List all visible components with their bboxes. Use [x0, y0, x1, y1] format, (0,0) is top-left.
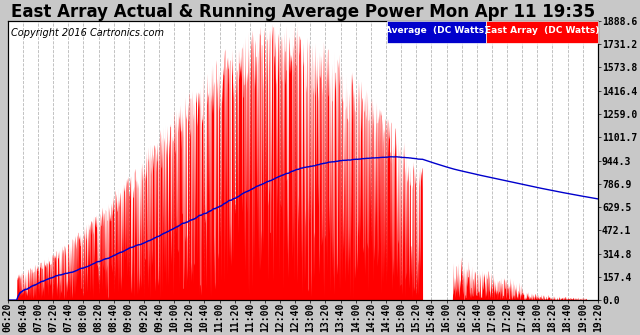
Text: East Array  (DC Watts): East Array (DC Watts) — [484, 26, 599, 35]
Title: East Array Actual & Running Average Power Mon Apr 11 19:35: East Array Actual & Running Average Powe… — [11, 3, 595, 21]
Text: Copyright 2016 Cartronics.com: Copyright 2016 Cartronics.com — [11, 28, 164, 38]
Text: Average  (DC Watts): Average (DC Watts) — [385, 26, 488, 35]
